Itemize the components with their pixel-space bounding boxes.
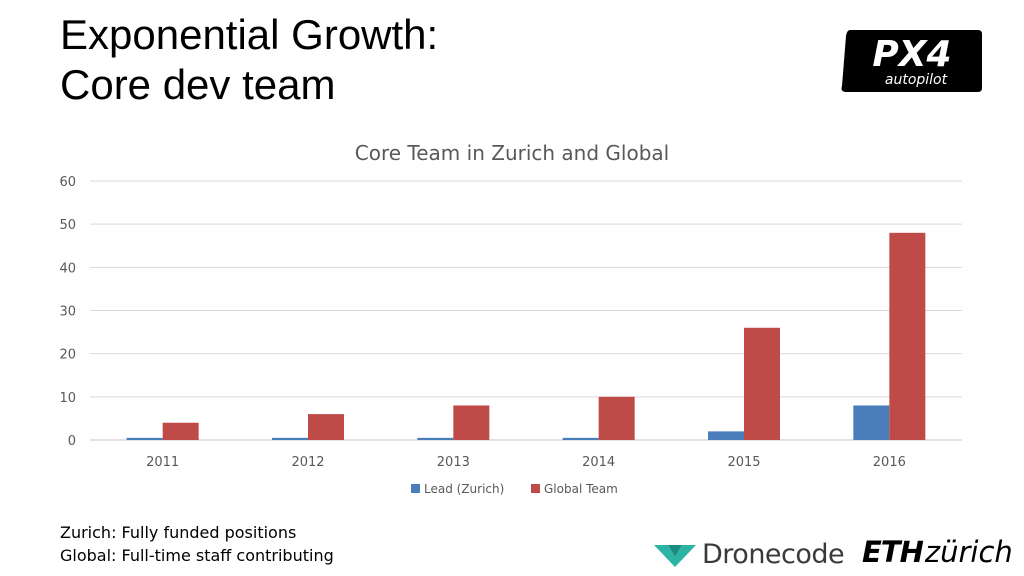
- y-tick-label: 60: [59, 175, 76, 190]
- px4-logo-sub: autopilot: [885, 72, 948, 88]
- dronecode-logo: Dronecode: [652, 534, 845, 574]
- eth-logo-light: zürich: [924, 535, 1013, 569]
- bar-global-2013: [453, 405, 490, 440]
- slide-title: Exponential Growth: Core dev team: [60, 10, 438, 110]
- footnote-zurich: Zurich: Fully funded positions: [60, 523, 297, 542]
- px4-logo-main: PX4: [872, 34, 951, 75]
- y-tick-label: 50: [59, 218, 76, 233]
- bar-lead-2014: [562, 437, 599, 440]
- y-tick-label: 0: [68, 434, 76, 449]
- dronecode-mark-icon: [654, 545, 696, 567]
- x-tick-label: 2012: [291, 455, 324, 470]
- footnote-global: Global: Full-time staff contributing: [60, 546, 334, 565]
- chart-title: Core Team in Zurich and Global: [355, 141, 669, 165]
- bar-lead-2012: [272, 437, 308, 440]
- px4-autopilot-logo: PX4 autopilot: [841, 30, 982, 92]
- legend-label: Lead (Zurich): [424, 482, 504, 496]
- y-tick-label: 20: [59, 348, 76, 363]
- bar-global-2011: [162, 422, 199, 440]
- y-tick-label: 10: [59, 391, 76, 406]
- bar-lead-2013: [417, 437, 454, 440]
- x-tick-label: 2015: [727, 455, 760, 470]
- x-tick-label: 2013: [437, 455, 470, 470]
- bar-lead-2011: [126, 437, 163, 440]
- chart-legend: Lead (Zurich) Global Team: [411, 482, 618, 496]
- bar-chart: Core Team in Zurich and Global 0 10 20 30 40…: [59, 141, 962, 496]
- legend-swatch: [411, 484, 420, 493]
- footnotes: Zurich: Fully funded positions Global: F…: [60, 521, 334, 567]
- chart-y-axis: 0 10 20 30 40 50 60: [59, 175, 76, 449]
- legend-label: Global Team: [544, 482, 618, 496]
- legend-swatch: [531, 484, 540, 493]
- bar-global-2014: [598, 396, 635, 440]
- chart-x-axis: 2011 2012 2013 2014 2015 2016: [146, 455, 906, 470]
- eth-logo-bold: ETH: [862, 535, 924, 569]
- x-tick-label: 2014: [582, 455, 615, 470]
- x-tick-label: 2016: [873, 455, 906, 470]
- y-tick-label: 40: [59, 261, 76, 276]
- chart-bars: [126, 232, 926, 440]
- bar-global-2012: [308, 414, 344, 440]
- dronecode-logo-text: Dronecode: [702, 538, 845, 570]
- bar-lead-2016: [853, 405, 890, 440]
- bar-global-2015: [744, 327, 780, 440]
- slide-title-line-1: Exponential Growth:: [60, 11, 439, 58]
- bar-global-2016: [889, 232, 926, 440]
- y-tick-label: 30: [59, 305, 76, 320]
- eth-zurich-logo: ETH zürich: [862, 535, 1013, 575]
- slide-title-line-2: Core dev team: [60, 61, 336, 108]
- chart-gridlines: [90, 180, 962, 441]
- bar-lead-2015: [708, 431, 744, 440]
- x-tick-label: 2011: [146, 455, 179, 470]
